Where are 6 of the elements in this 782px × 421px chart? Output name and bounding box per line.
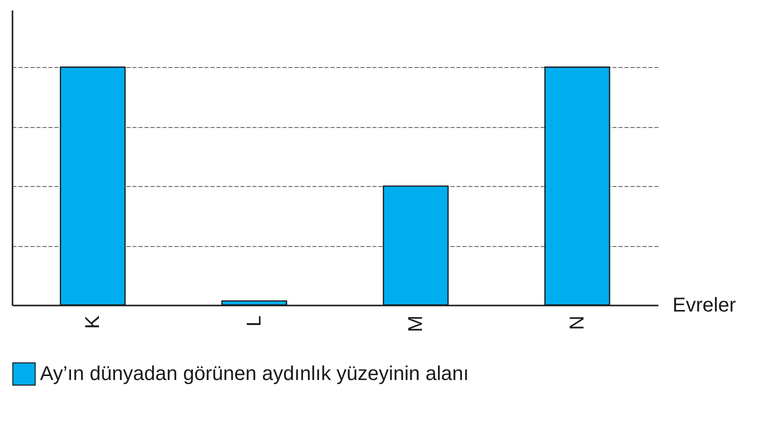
x-tick-label: M — [404, 316, 427, 332]
x-tick-label: K — [82, 314, 104, 329]
x-tick-label: N — [566, 316, 588, 330]
legend-label: Ay’ın dünyadan görünen aydınlık yüzeyinin alanı — [40, 363, 469, 385]
x-tick-label: L — [243, 316, 266, 327]
x-axis-title: Evreler — [672, 294, 736, 316]
